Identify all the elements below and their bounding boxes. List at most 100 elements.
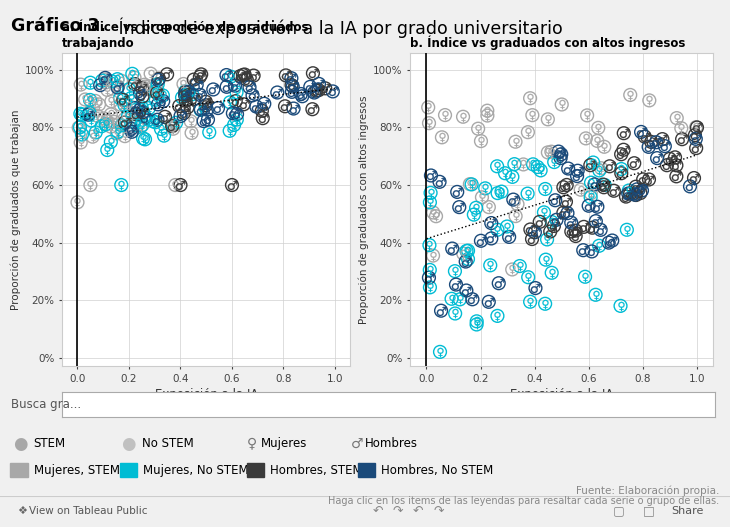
Text: a. Índice vs proporción de graduados
trabajando: a. Índice vs proporción de graduados tra…	[62, 19, 309, 50]
Point	[454, 295, 466, 304]
Point	[224, 98, 236, 106]
Point	[450, 280, 462, 289]
Point	[540, 256, 552, 264]
Point	[126, 70, 138, 78]
Point	[244, 83, 256, 91]
Point	[539, 185, 551, 193]
Point	[483, 203, 495, 211]
Point	[134, 105, 146, 114]
Point	[615, 150, 627, 159]
Point	[684, 182, 696, 191]
Point	[427, 251, 439, 260]
Point	[675, 124, 687, 132]
Point	[435, 307, 447, 315]
Point	[671, 161, 683, 170]
Point	[510, 212, 521, 220]
Point	[114, 94, 126, 102]
Point	[239, 70, 250, 79]
Point	[588, 180, 600, 189]
Point	[624, 189, 636, 198]
Point	[116, 121, 128, 130]
Point	[575, 186, 586, 194]
Point	[607, 236, 618, 245]
Point	[461, 247, 472, 255]
Point	[471, 320, 483, 329]
Point	[527, 160, 539, 169]
Point	[556, 100, 568, 109]
Point	[231, 110, 243, 118]
Point	[115, 76, 127, 85]
Point	[643, 96, 655, 104]
Point	[150, 95, 161, 104]
Point	[629, 159, 640, 168]
Point	[119, 118, 131, 126]
Point	[85, 79, 96, 87]
Point	[105, 110, 117, 119]
Point	[307, 69, 319, 77]
Point	[585, 161, 596, 169]
Point	[194, 91, 206, 99]
Point	[112, 82, 124, 91]
Point	[174, 181, 186, 189]
Point	[548, 222, 560, 230]
Point	[540, 256, 552, 264]
Point	[590, 290, 602, 299]
Point	[123, 102, 135, 110]
Point	[185, 129, 197, 137]
Point	[73, 123, 85, 132]
Point	[280, 71, 292, 80]
Point	[550, 216, 562, 224]
Point	[453, 203, 465, 211]
Point	[188, 75, 199, 84]
Point	[464, 180, 476, 188]
Point	[84, 96, 96, 104]
Point	[689, 131, 701, 139]
Point	[118, 115, 130, 123]
Point	[466, 295, 478, 304]
Point	[618, 145, 629, 154]
Point	[145, 70, 156, 78]
Point	[525, 225, 537, 233]
Point	[572, 172, 583, 180]
Point	[492, 189, 504, 197]
Point	[130, 110, 142, 119]
Point	[581, 111, 593, 120]
Point	[128, 73, 140, 82]
Point	[155, 125, 167, 133]
Point	[202, 115, 214, 124]
Point	[84, 109, 96, 118]
Point	[643, 143, 655, 151]
Point	[510, 138, 521, 146]
Point	[313, 80, 325, 88]
Point	[137, 84, 148, 92]
Point	[139, 135, 151, 143]
Point	[112, 75, 123, 83]
Point	[545, 148, 557, 156]
Point	[132, 119, 144, 127]
Point	[434, 348, 446, 356]
Point	[446, 295, 458, 303]
Point	[439, 111, 451, 119]
Point	[188, 75, 199, 84]
Point	[153, 74, 165, 83]
Point	[313, 80, 325, 88]
Point	[546, 218, 558, 226]
Point	[466, 180, 477, 189]
Point	[468, 210, 480, 219]
Point	[446, 245, 458, 253]
Point	[555, 154, 566, 162]
Point	[615, 301, 626, 310]
Point	[180, 87, 191, 96]
Point	[258, 100, 270, 108]
Point	[122, 112, 134, 121]
Point	[180, 88, 191, 96]
Point	[566, 227, 577, 236]
Point	[502, 222, 513, 231]
Point	[630, 191, 642, 199]
Point	[141, 85, 153, 93]
Point	[623, 187, 634, 195]
Point	[591, 202, 603, 211]
Point	[691, 144, 702, 152]
Point	[476, 193, 488, 201]
Point	[151, 89, 163, 97]
